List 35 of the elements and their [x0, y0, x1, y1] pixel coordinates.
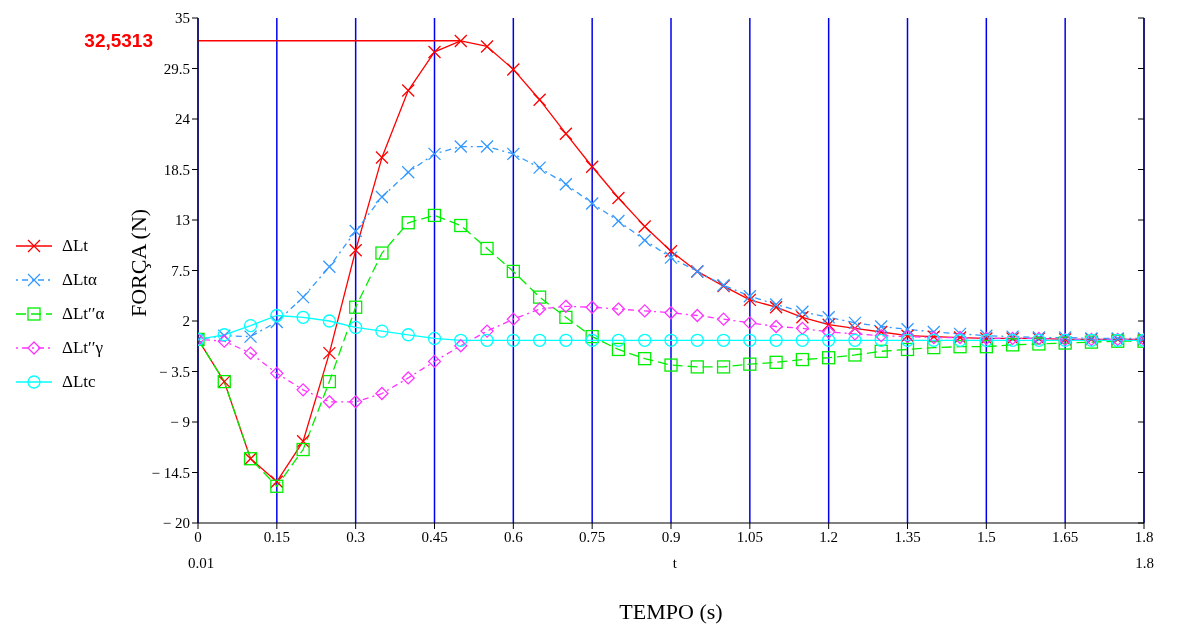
legend-label: ΔLtc	[62, 371, 96, 392]
y-tick-label: − 20	[162, 515, 190, 532]
ref-line-label: 32,5313	[84, 30, 153, 52]
x-tick-label: 0.9	[661, 528, 681, 545]
y-tick-label: 7.5	[171, 262, 190, 279]
y-tick-label: − 14.5	[151, 464, 190, 481]
legend-label: ΔLt′′γ	[62, 337, 103, 358]
text: 1.8	[1135, 555, 1154, 572]
x-axis-title: TEMPO (s)	[619, 599, 723, 624]
x-tick-label: 1.5	[976, 528, 996, 545]
text: 0.01	[188, 555, 215, 572]
x-tick-label: 0.75	[579, 528, 606, 545]
x-tick-label: 0.3	[346, 528, 366, 545]
y-tick-label: 2	[182, 313, 190, 330]
y-tick-label: − 3.5	[159, 363, 190, 380]
y-tick-label: 13	[175, 212, 190, 229]
x-tick-label: 1.05	[736, 528, 763, 545]
legend-label: ΔLt′′α	[62, 303, 105, 324]
y-tick-label: − 9	[170, 414, 190, 431]
x-tick-label: 1.35	[894, 528, 921, 545]
legend-label: ΔLt	[62, 235, 89, 256]
y-tick-label: 35	[175, 10, 190, 27]
legend-label: ΔLtα	[62, 269, 97, 290]
x-tick-label: 0.6	[503, 528, 524, 545]
x-tick-label: 0	[194, 528, 202, 545]
text: t	[672, 555, 677, 572]
y-axis-title: FORÇA (N)	[126, 208, 152, 318]
x-tick-label: 0.45	[421, 528, 448, 545]
x-tick-label: 1.65	[1052, 528, 1079, 545]
x-tick-label: 1.2	[819, 528, 839, 545]
y-tick-label: 18.5	[163, 161, 190, 178]
x-tick-label: 0.15	[263, 528, 290, 545]
y-tick-label: 29.5	[163, 60, 190, 77]
y-tick-label: 24	[175, 111, 191, 128]
x-tick-label: 1.8	[1134, 528, 1154, 545]
